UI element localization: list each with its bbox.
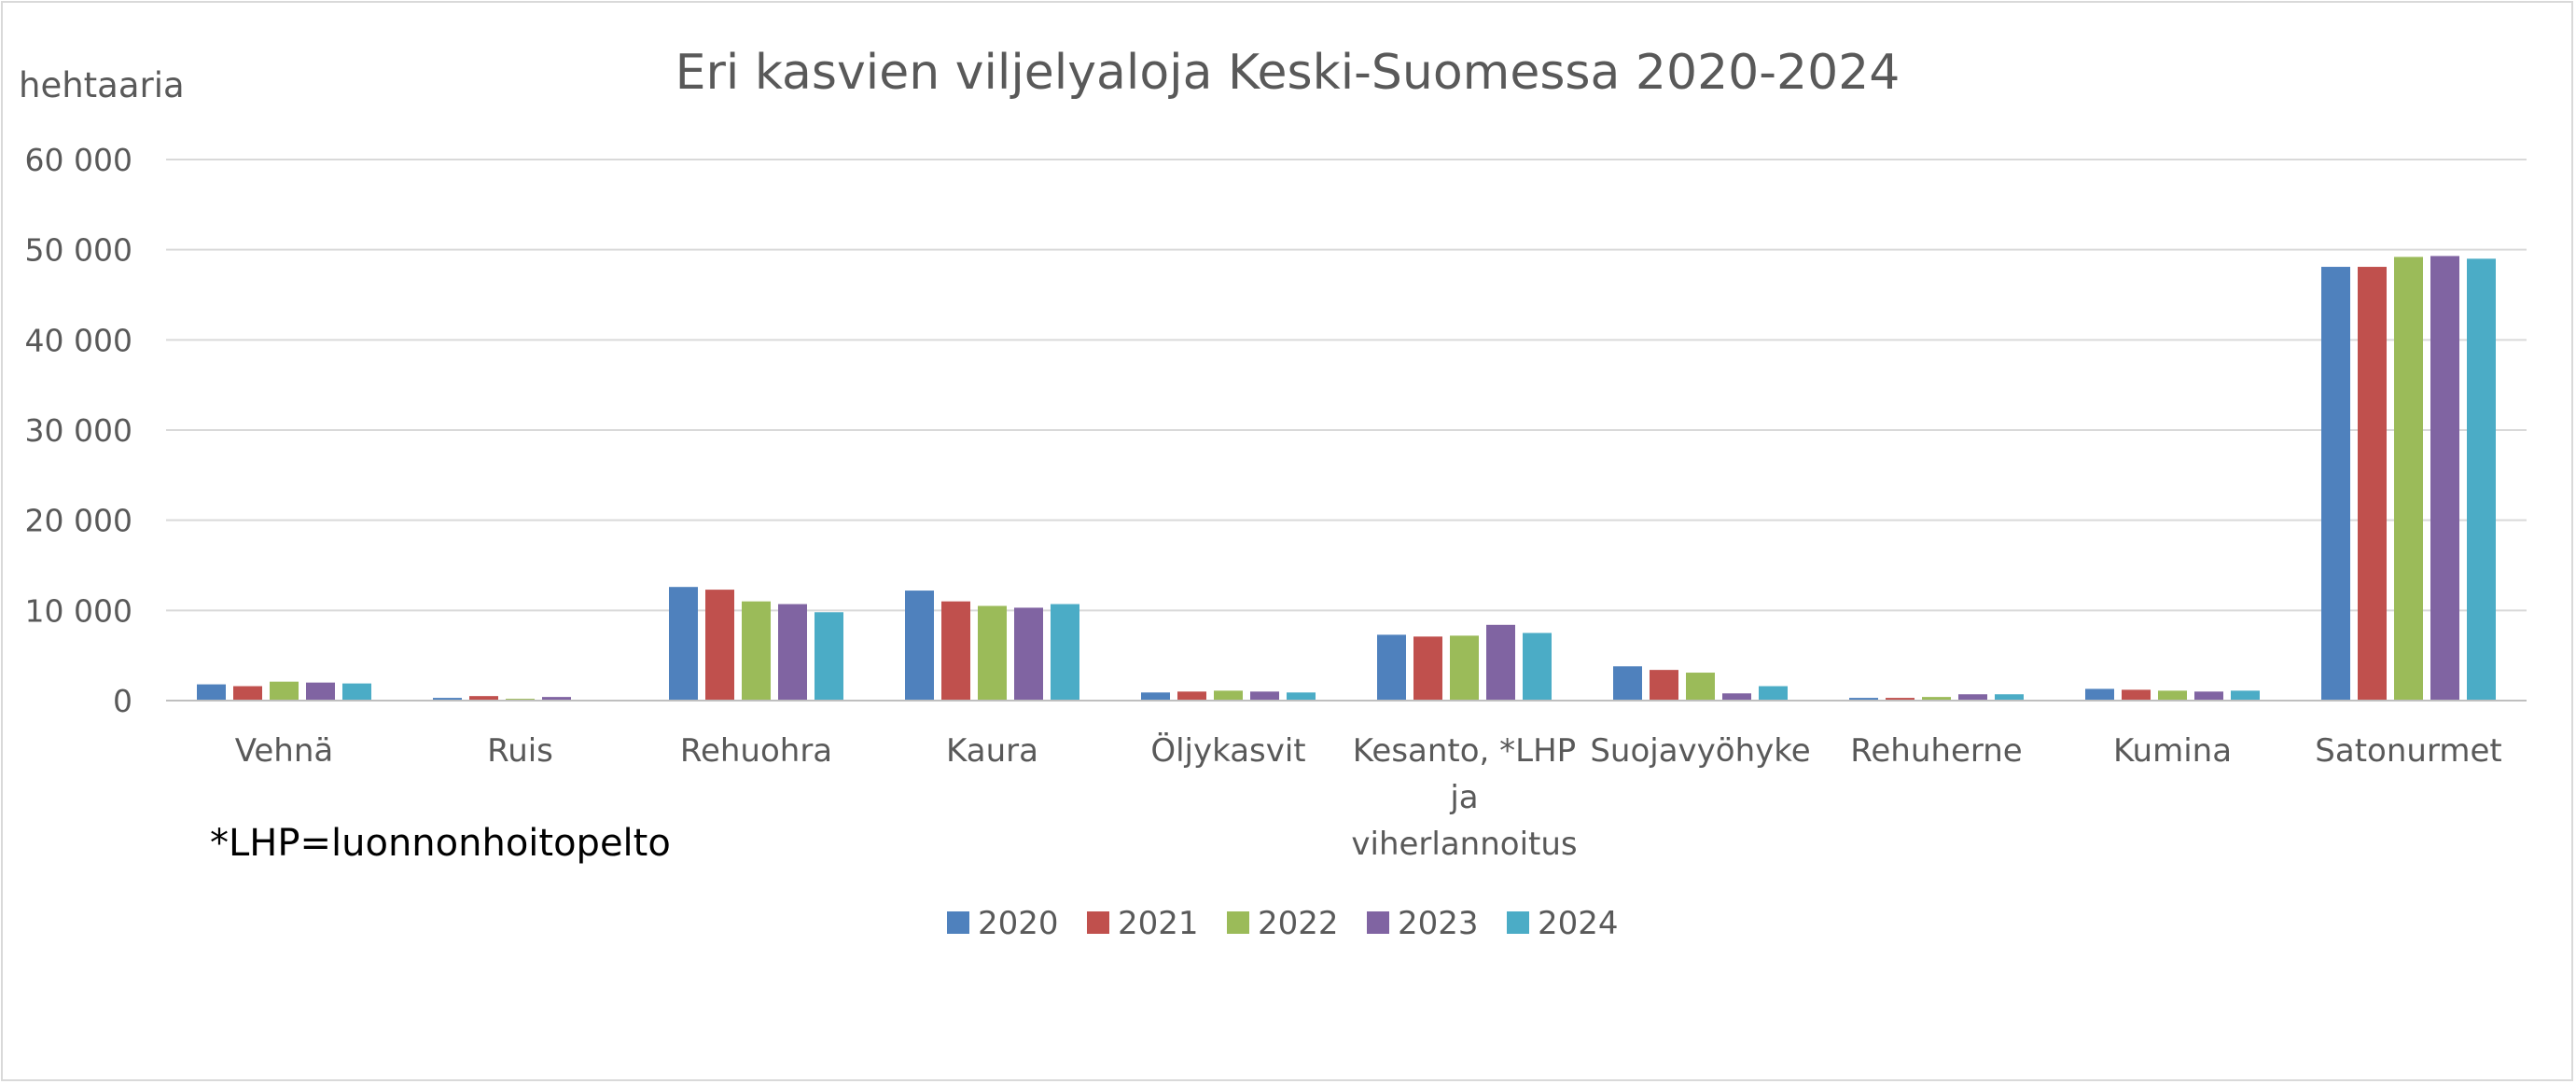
bar-2023-0 [306,682,335,701]
bar-2021-0 [233,686,262,701]
x-tick-label-line: Ruis [487,732,553,770]
legend-label: 2021 [1118,905,1199,942]
bars [197,256,2496,701]
x-tick-label-line: Kesanto, *LHP [1353,732,1576,770]
legend-swatch-2023 [1367,911,1389,934]
bar-2022-3 [978,605,1007,701]
y-tick-label: 10 000 [25,592,132,629]
bar-2022-8 [2158,690,2187,701]
x-axis-ticks: Vehnä Ruis Rehuohra Kaura Öljykasvit Kesanto,… [235,731,2502,863]
bar-2022-7 [1922,697,1951,701]
bar-2020-3 [905,591,934,701]
bar-2024-5 [1523,632,1552,701]
bar-2021-7 [1886,698,1915,701]
x-tick-label: Ruis [487,732,553,770]
x-tick-label: Suojavyöhyke [1590,732,1810,770]
footnote: *LHP=luonnonhoitopelto [210,822,671,865]
x-tick-label: Vehnä [235,732,333,770]
legend-swatch-2022 [1227,911,1249,934]
legend-label: 2024 [1538,905,1619,942]
bar-2021-8 [2122,689,2151,701]
bar-2020-9 [2321,267,2350,701]
y-tick-label: 50 000 [25,232,132,269]
x-tick-label: Rehuherne [1850,732,2022,770]
bar-2023-7 [1958,694,1987,701]
legend: 2020 2021 2022 2023 2024 [947,905,1619,942]
bar-2024-6 [1759,686,1788,701]
x-tick-label: Öljykasvit [1150,731,1305,770]
x-tick-label: Rehuohra [680,732,832,770]
bar-2023-5 [1486,624,1515,701]
legend-label: 2022 [1258,905,1339,942]
bar-2024-7 [1995,694,2024,701]
x-tick-label-line: Kaura [946,732,1038,770]
bar-2024-3 [1051,604,1079,701]
bar-2020-0 [197,684,226,701]
bar-2021-3 [941,601,970,701]
legend-swatch-2020 [947,911,969,934]
bar-2020-1 [433,698,462,701]
bar-2022-4 [1214,690,1243,701]
bar-2021-6 [1650,670,1678,701]
legend-label: 2023 [1398,905,1479,942]
x-tick-label-line: Kumina [2113,732,2232,770]
bar-2020-5 [1377,634,1406,701]
x-tick-label-line: Rehuherne [1850,732,2022,770]
bar-2020-8 [2085,688,2114,701]
y-axis-ticks: 0 10 000 20 000 30 000 40 000 50 000 60 000 [25,142,132,719]
bar-2023-8 [2194,691,2223,701]
bar-2021-9 [2358,267,2387,701]
legend-swatch-2021 [1087,911,1109,934]
x-tick-label-line: Satonurmet [2315,732,2501,770]
bar-2023-2 [778,604,807,701]
bar-2024-4 [1287,692,1316,701]
bar-2023-1 [542,697,571,701]
bar-2024-8 [2231,690,2260,701]
bar-2022-6 [1686,673,1715,701]
bar-2024-0 [342,683,371,701]
y-axis-unit-label: hehtaaria [19,65,185,105]
y-tick-label: 60 000 [25,142,132,178]
y-tick-label: 20 000 [25,503,132,539]
bar-2020-4 [1141,692,1170,701]
bar-2022-0 [270,681,299,701]
bar-2021-4 [1177,691,1206,701]
x-tick-label-line: viherlannoitus [1351,826,1577,863]
bar-2020-7 [1849,698,1878,701]
x-tick-label-line: Vehnä [235,732,333,770]
x-tick-label: Satonurmet [2315,732,2501,770]
y-tick-label: 0 [113,683,132,719]
y-tick-label: 30 000 [25,412,132,449]
bar-2022-5 [1450,635,1479,701]
x-tick-label: Kesanto, *LHP ja viherlannoitus [1351,732,1577,863]
bar-2020-6 [1613,666,1642,701]
x-tick-label: Kumina [2113,732,2232,770]
legend-swatch-2024 [1507,911,1529,934]
bar-2023-3 [1014,607,1043,701]
bar-2022-2 [742,601,771,701]
bar-2021-2 [705,590,734,701]
bar-2020-2 [669,587,698,701]
legend-label: 2020 [978,905,1059,942]
x-tick-label-line: Rehuohra [680,732,832,770]
bar-2021-1 [469,696,498,701]
chart-title: Eri kasvien viljelyaloja Keski-Suomessa … [675,45,1901,101]
x-tick-label-line: Öljykasvit [1150,731,1305,770]
gridlines [166,159,2527,612]
bar-2023-6 [1722,693,1751,701]
y-tick-label: 40 000 [25,322,132,358]
x-tick-label-line: Suojavyöhyke [1590,732,1810,770]
bar-2024-2 [815,612,843,701]
x-tick-label: Kaura [946,732,1038,770]
bar-2024-9 [2467,258,2496,701]
bar-2022-9 [2394,257,2423,701]
x-tick-label-line: ja [1449,779,1478,816]
bar-2021-5 [1413,636,1442,701]
bar-2023-9 [2430,256,2459,701]
bar-2023-4 [1250,691,1279,701]
